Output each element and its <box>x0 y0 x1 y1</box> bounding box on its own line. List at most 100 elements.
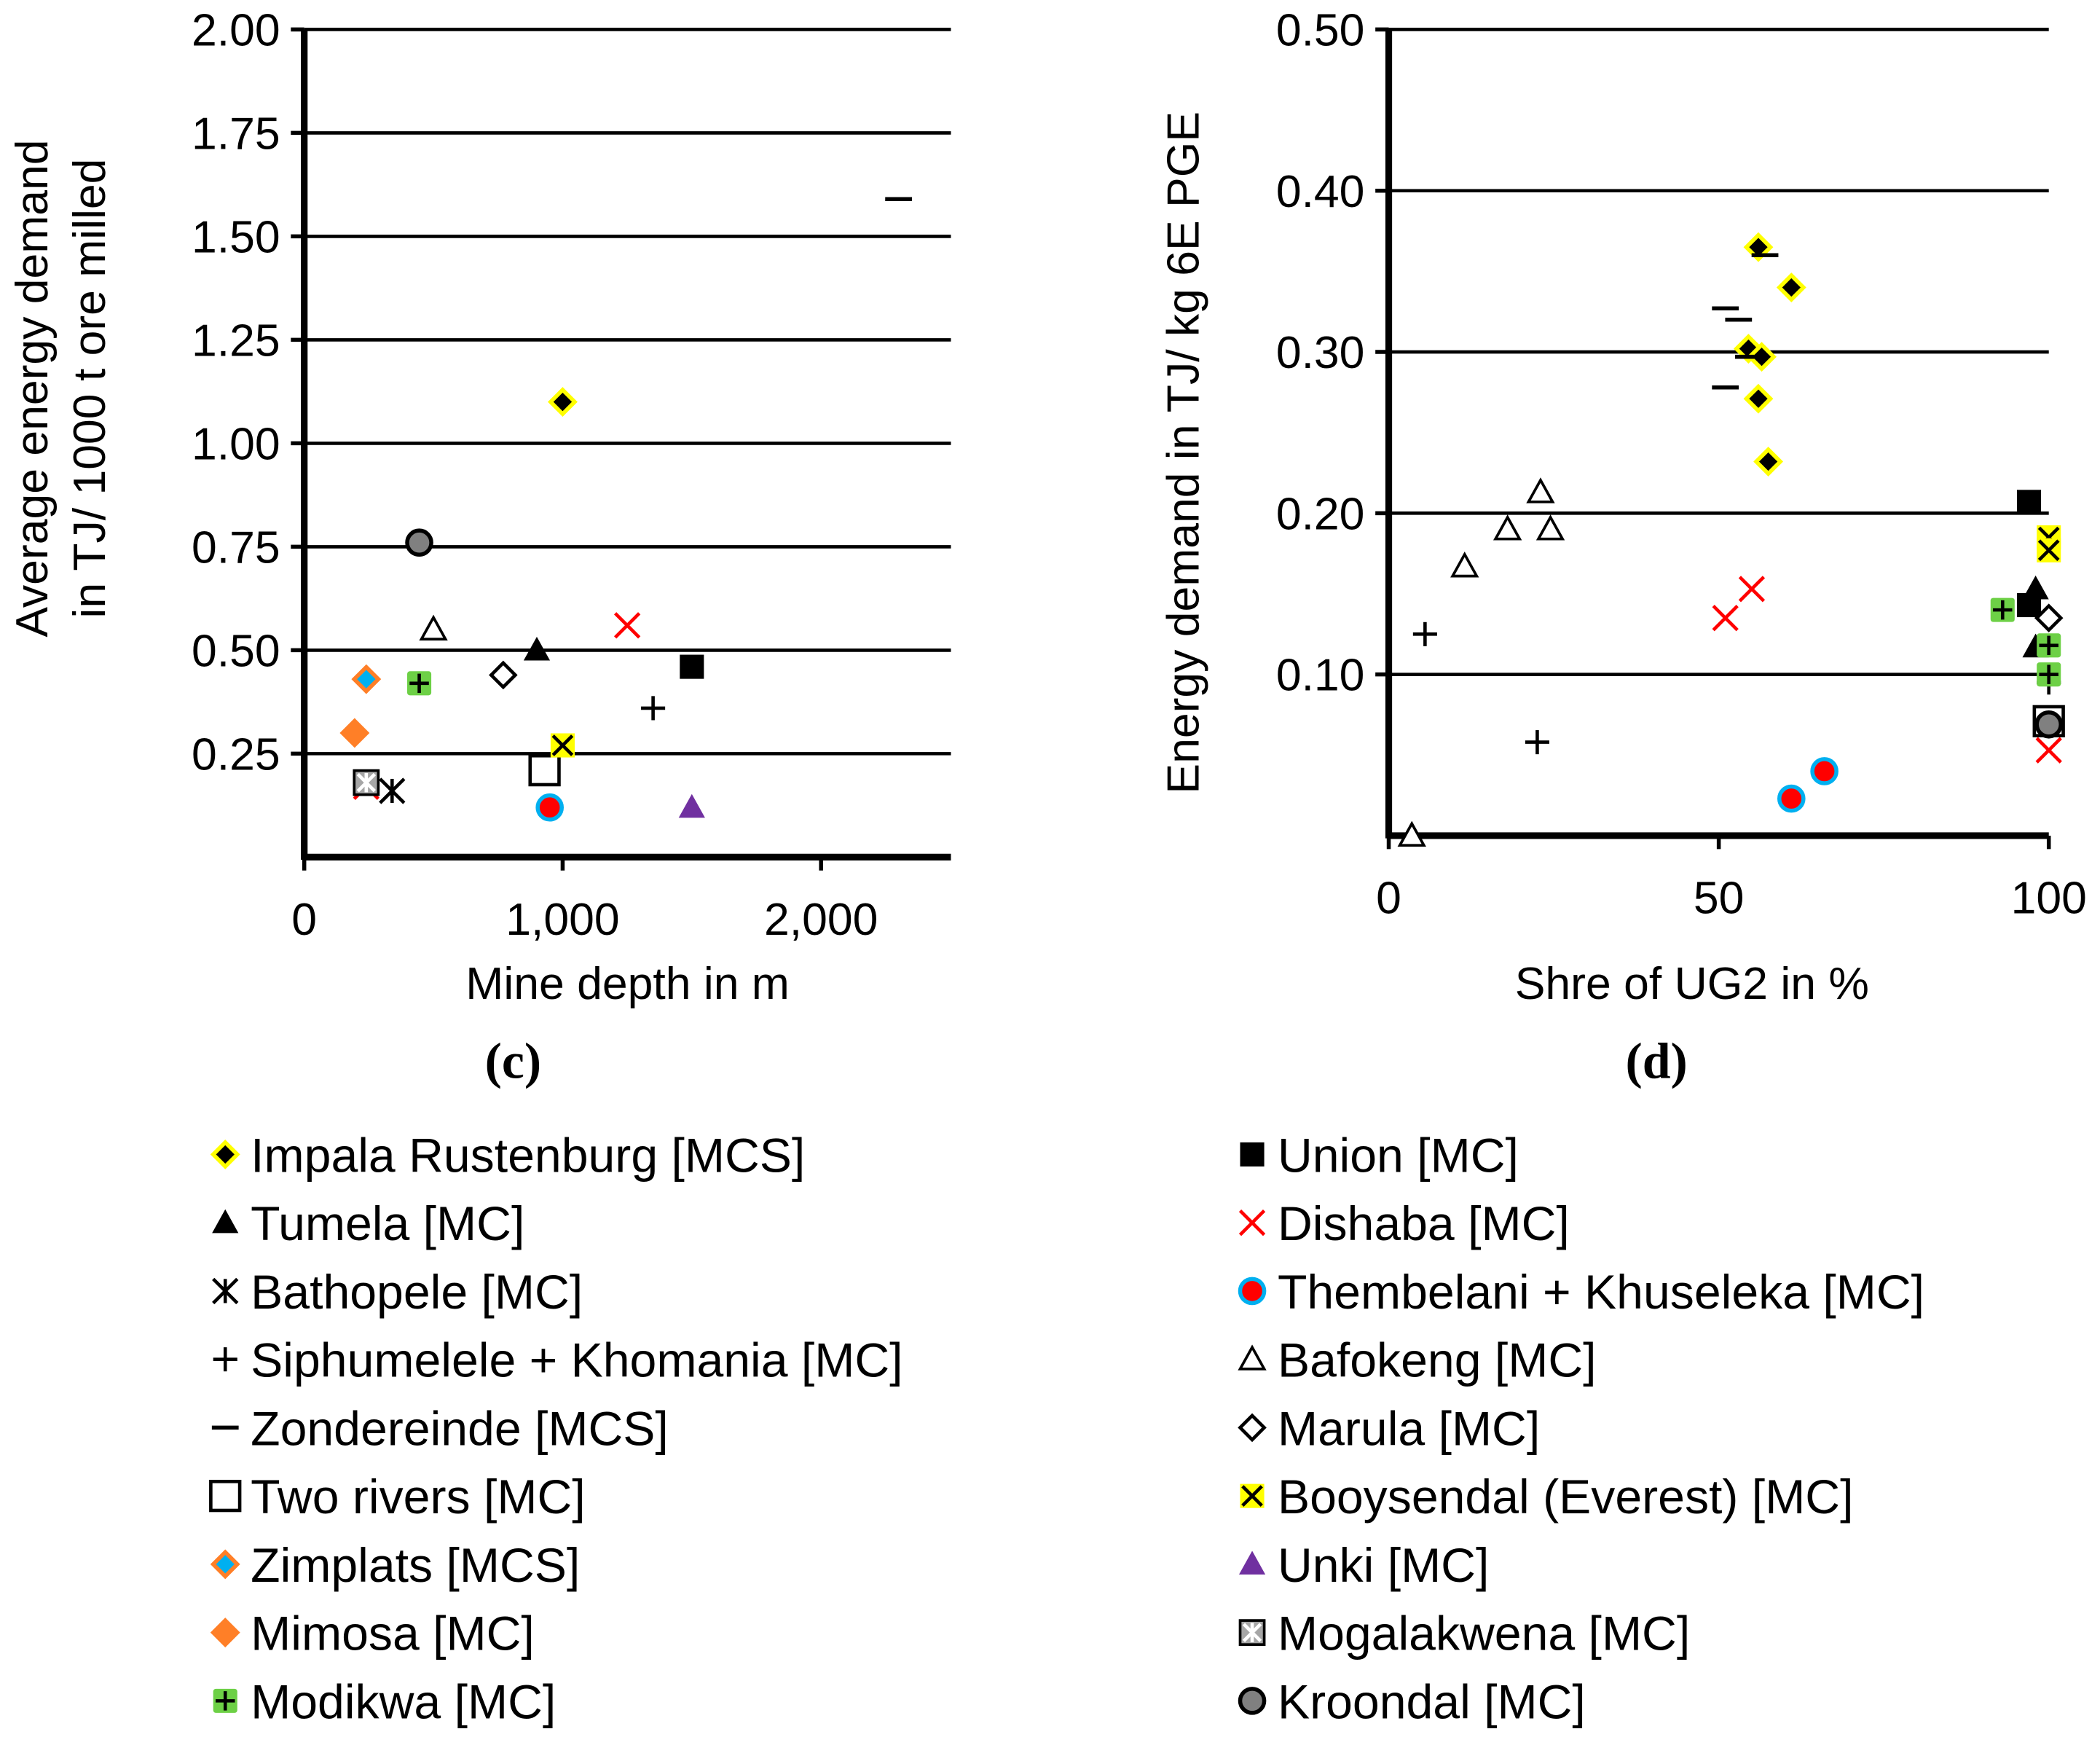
marker-plus-square <box>407 671 432 696</box>
series-zimplats-mcs- <box>351 664 382 694</box>
square-mark <box>528 753 561 787</box>
marker-triangle-open <box>1397 820 1426 847</box>
legend-label: Kroondal [MC] <box>1278 1675 1586 1729</box>
legend-label: Marula [MC] <box>1278 1402 1540 1456</box>
diamond-mark <box>210 1618 240 1648</box>
legend-label: Modikwa [MC] <box>251 1675 556 1729</box>
triangle-mark <box>1535 514 1565 541</box>
triangle-mark <box>1526 477 1555 503</box>
marker-circle <box>1238 1687 1267 1715</box>
legend-item: Mimosa [MC] <box>210 1607 535 1661</box>
legend-label: Siphumelele + Khomania [MC] <box>251 1334 902 1388</box>
marker-x-square <box>1240 1483 1265 1508</box>
legend-label: Union [MC] <box>1278 1129 1519 1183</box>
series-marula-mc- <box>2034 603 2064 632</box>
marker-plus <box>1525 730 1549 755</box>
series-thembelani-khuseleka-mc- <box>1777 757 1839 813</box>
legend-item: Booysendal (Everest) [MC] <box>1240 1470 1853 1524</box>
series-modikwa-mc- <box>407 671 432 696</box>
marker-diamond <box>210 1139 240 1169</box>
legend-item: Thembelani + Khuseleka [MC] <box>1238 1266 1924 1320</box>
marker-x <box>613 612 641 639</box>
y-tick-label: 0.20 <box>1276 488 1365 539</box>
panel-label: (d) <box>1625 1034 1687 1090</box>
y-tick-label: 1.25 <box>192 315 280 366</box>
series-siphumelele-khomania-mc- <box>1412 622 2061 755</box>
legend-item: Modikwa [MC] <box>213 1675 556 1729</box>
square-mark <box>209 1479 242 1513</box>
circle-mark <box>2034 710 2064 739</box>
diamond-mark <box>351 664 382 694</box>
marker-x <box>2035 737 2062 764</box>
series-kroondal-mc- <box>2034 710 2064 739</box>
marker-triangle-open <box>1493 514 1522 541</box>
y-tick-label: 0.75 <box>192 522 280 573</box>
marker-line <box>551 734 574 756</box>
triangle-mark <box>419 614 448 641</box>
marker-triangle-open <box>419 614 448 641</box>
triangle-mark <box>1493 514 1522 541</box>
series-bathopele-mc- <box>379 777 406 804</box>
triangle-mark <box>678 793 705 818</box>
legend-label: Booysendal (Everest) [MC] <box>1278 1470 1853 1524</box>
marker-triangle-open <box>1238 1344 1267 1371</box>
legend-label: Zimplats [MCS] <box>251 1539 580 1593</box>
legend-label: Two rivers [MC] <box>251 1470 585 1524</box>
diamond-mark <box>489 660 518 690</box>
series-thembelani-khuseleka-mc- <box>535 793 564 822</box>
series-zondereinde-mcs- <box>1712 253 1779 390</box>
marker-plus-square <box>213 1688 237 1713</box>
marker-plus <box>1412 622 1437 646</box>
legend-label: Mimosa [MC] <box>251 1607 535 1661</box>
marker-line <box>1738 576 1766 603</box>
circle-mark <box>1810 757 1839 785</box>
y-tick-label: 1.50 <box>192 211 280 262</box>
y-tick-label: 0.40 <box>1276 166 1365 217</box>
marker-diamond <box>210 1549 240 1580</box>
square-mark <box>2016 490 2042 514</box>
marker-square-open <box>209 1479 242 1513</box>
legend-label: Zondereinde [MCS] <box>251 1402 669 1456</box>
y-tick-label: 0.25 <box>192 729 280 780</box>
y-tick-label: 0.10 <box>1276 650 1365 701</box>
marker-x <box>1738 576 1766 603</box>
x-axis-label: Mine depth in m <box>465 958 790 1009</box>
marker-triangle <box>2022 575 2049 600</box>
circle-mark <box>1238 1277 1267 1306</box>
y-tick-label: 1.00 <box>192 418 280 469</box>
marker-triangle <box>678 793 705 818</box>
marker-line <box>2037 539 2060 562</box>
series-bafokeng-mc- <box>419 614 448 641</box>
marker-asterisk <box>212 1277 239 1305</box>
x-tick-label: 0 <box>291 894 317 945</box>
legend-item: Tumela [MC] <box>212 1197 524 1251</box>
diamond-mark <box>1238 1413 1267 1443</box>
chart-d: 0.10 0.20 0.30 0.40 0.50 0 50 100 Shre of UG2 in… <box>1158 4 2087 1089</box>
marker-plus <box>213 1347 237 1372</box>
series-tumela-mc- <box>523 636 551 661</box>
series-two-rivers-mc- <box>528 753 561 787</box>
marker-triangle <box>523 636 551 661</box>
legend-item: Zondereinde [MCS] <box>211 1402 669 1456</box>
marker-asterisk-square <box>1238 1619 1266 1647</box>
marker-line <box>1238 1209 1266 1236</box>
marker-triangle <box>212 1209 239 1234</box>
marker-x-square <box>2037 538 2061 562</box>
marker-triangle-open <box>1450 552 1479 578</box>
triangle-mark <box>1238 1550 1266 1575</box>
marker-line <box>1712 605 1739 632</box>
series-booysendal-everest-mc- <box>2037 525 2061 562</box>
x-tick-label: 50 <box>1694 873 1745 924</box>
series-siphumelele-khomania-mc- <box>641 696 666 721</box>
legend-label: Unki [MC] <box>1278 1539 1489 1593</box>
y-tick-label: 2.00 <box>192 4 280 55</box>
legend-item: Zimplats [MCS] <box>210 1539 580 1593</box>
circle-mark <box>1777 784 1806 813</box>
x-tick-label: 100 <box>2011 873 2087 924</box>
series-modikwa-mc- <box>1990 597 2061 687</box>
triangle-mark <box>523 636 551 661</box>
legend-label: Impala Rustenburg [MCS] <box>251 1129 805 1183</box>
marker-circle <box>1810 757 1839 785</box>
legend-item: Marula [MC] <box>1238 1402 1540 1456</box>
